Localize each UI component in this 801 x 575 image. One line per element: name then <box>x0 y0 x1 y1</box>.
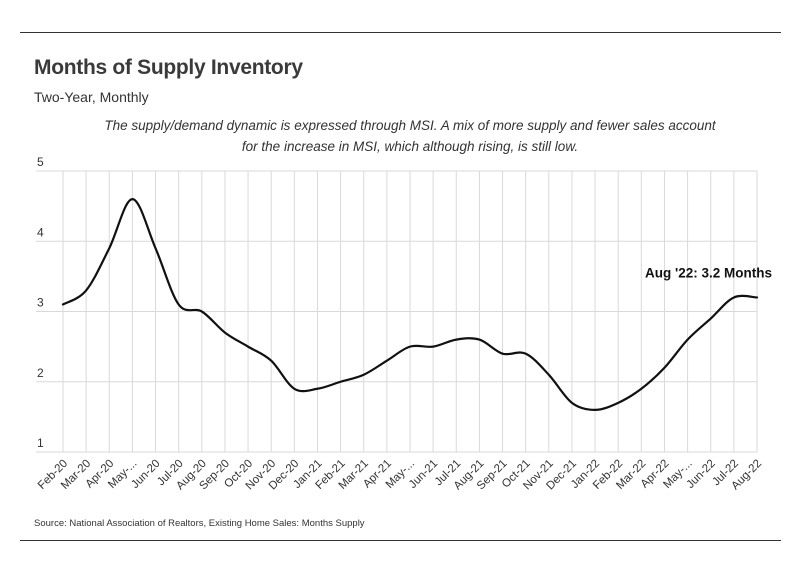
x-axis: Feb-20Mar-20Apr-20May-...Jun-20Jul-20Aug… <box>36 458 764 493</box>
annotation-label: Aug '22: 3.2 Months <box>645 265 772 280</box>
y-tick-label: 5 <box>37 155 44 169</box>
y-tick-label: 1 <box>37 436 44 450</box>
series-line <box>61 198 759 411</box>
y-tick-label: 2 <box>37 366 44 380</box>
y-axis: 1 2 3 4 5 <box>37 155 44 450</box>
chart-caption: The supply/demand dynamic is expressed t… <box>104 118 716 154</box>
chart-subtitle: Two-Year, Monthly <box>34 89 149 105</box>
top-rule <box>20 32 781 33</box>
grid <box>36 170 758 453</box>
source-note: Source: National Association of Realtors… <box>34 518 365 529</box>
chart-title: Months of Supply Inventory <box>34 56 303 79</box>
y-tick-label: 4 <box>37 225 44 239</box>
y-tick-label: 3 <box>37 296 44 310</box>
bottom-rule <box>20 540 781 541</box>
